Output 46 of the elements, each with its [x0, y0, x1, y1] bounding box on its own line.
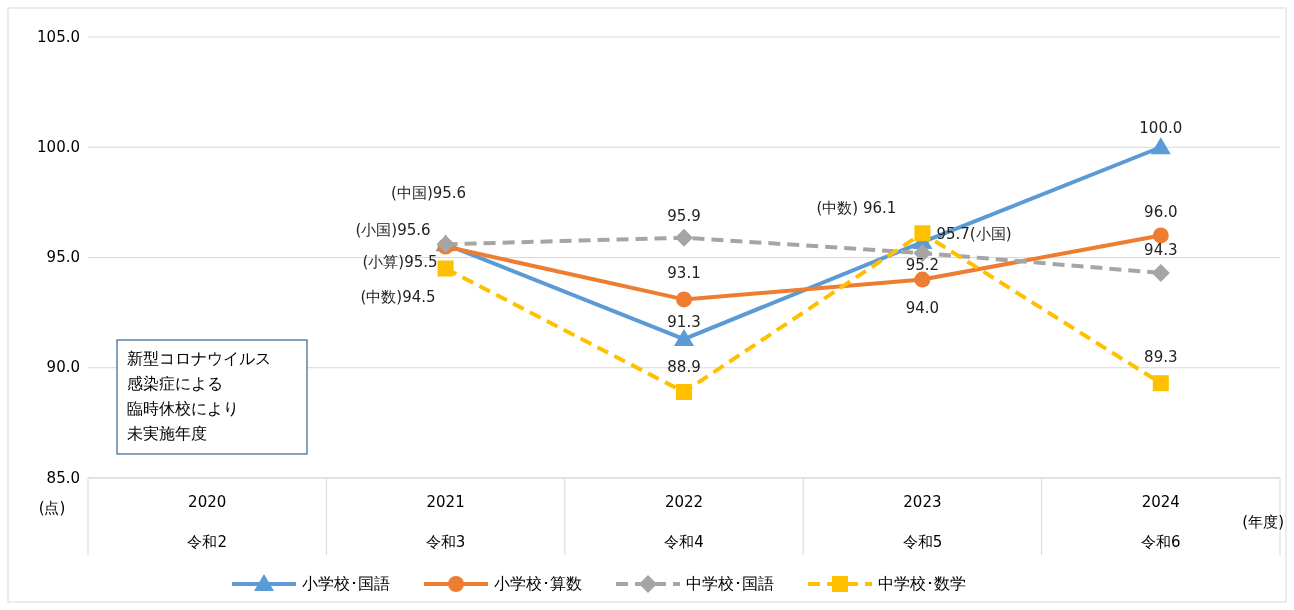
point: [676, 291, 692, 308]
annotation: 新型コロナウイルス: [127, 348, 271, 368]
data-label: 93.1: [667, 263, 701, 282]
category-label: 2020 令和2: [187, 492, 227, 551]
data-label: 96.0: [1144, 202, 1178, 221]
point: [1150, 137, 1171, 155]
data-label: (小国)95.6: [355, 220, 431, 239]
x-axis-title: (年度): [1242, 512, 1284, 531]
category-label: 2021 令和3: [425, 492, 466, 551]
data-label: 94.3: [1144, 241, 1178, 260]
y-tick-label: 105.0: [37, 27, 80, 46]
data-label: (中数) 96.1: [816, 198, 897, 217]
y-tick-label: 95.0: [46, 248, 80, 266]
data-label: 100.0: [1139, 118, 1183, 137]
data-label: 89.3: [1144, 347, 1178, 366]
point: [914, 271, 931, 288]
legend-label: 中学校･数学: [878, 573, 966, 593]
y-tick-label: 100.0: [37, 137, 80, 156]
point: [914, 225, 931, 242]
data-label: 88.9: [667, 357, 701, 376]
point: [674, 329, 694, 347]
y-tick-label: 90.0: [46, 358, 80, 377]
point: [676, 384, 692, 401]
y-tick-label: 85.0: [46, 468, 80, 487]
legend-label: 中学校･国語: [686, 573, 774, 593]
category-label: 2024 令和6: [1141, 492, 1181, 551]
category-label: 2022 令和4: [664, 492, 704, 551]
data-label: (中数)94.5: [360, 288, 436, 307]
point: [675, 228, 693, 247]
legend-label: 小学校･国語: [302, 573, 390, 593]
point: [437, 260, 454, 277]
data-label: 91.3: [667, 312, 701, 331]
y-axis-title: (点): [38, 498, 66, 517]
annotation: 臨時休校により: [127, 398, 239, 418]
annotation: 感染症による: [127, 373, 223, 393]
point: [1152, 375, 1169, 392]
data-label: 95.9: [667, 207, 701, 226]
point: [1152, 227, 1169, 244]
data-label: (中国)95.6: [391, 183, 467, 202]
data-label: 95.2: [905, 255, 940, 274]
data-label: (小算)95.5: [362, 252, 438, 271]
point: [1151, 263, 1170, 282]
legend-label: 小学校･算数: [494, 573, 582, 593]
annotation: 未実施年度: [127, 423, 207, 443]
category-label: 2023 令和5: [902, 492, 943, 551]
data-label: 94.0: [905, 299, 940, 318]
